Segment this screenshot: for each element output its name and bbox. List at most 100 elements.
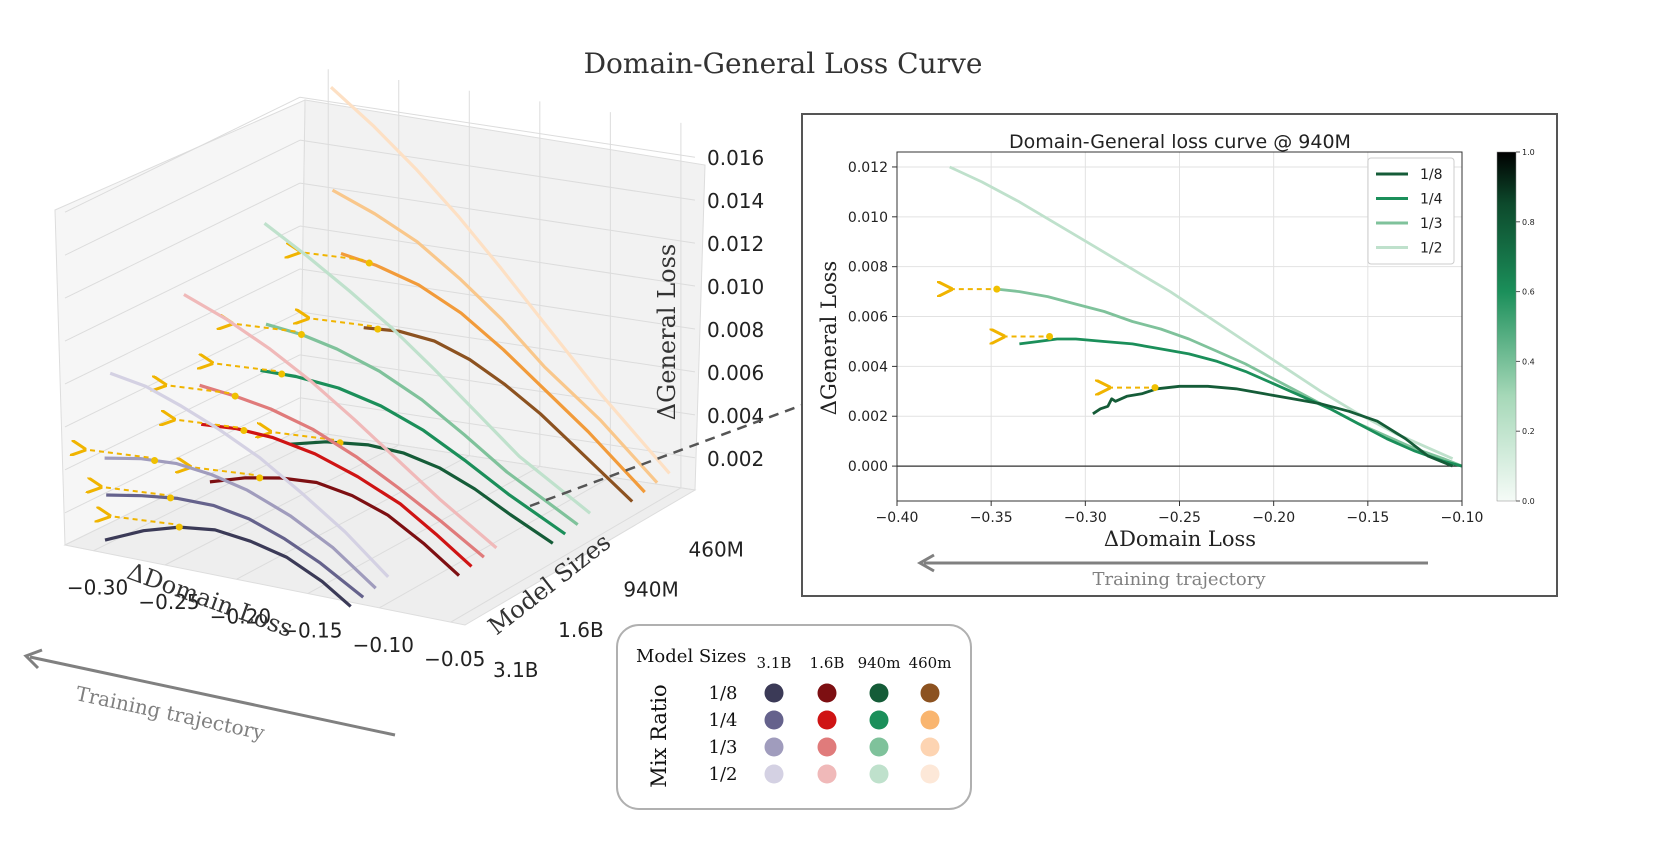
training-start-arrow	[270, 432, 335, 441]
legend-color-dot	[764, 764, 784, 784]
inset-x-tick-label: −0.30	[1064, 510, 1107, 526]
back-gridline-z	[299, 225, 696, 287]
colorbar-tick-label: 0.0	[1522, 497, 1535, 506]
left-gridline-z	[64, 225, 301, 342]
legend-color-dot	[869, 737, 889, 757]
inset-x-tick-label: −0.40	[876, 510, 919, 526]
left-gridline-z	[64, 96, 301, 213]
x-tick-label: −0.25	[138, 590, 199, 614]
inset-series	[949, 165, 1463, 468]
y-tick-label: 940M	[623, 578, 678, 602]
inset-x-tick-label: −0.25	[1158, 510, 1201, 526]
back-gridline-z	[299, 182, 696, 244]
back-gridline-z	[299, 397, 696, 459]
series-line-460M-1-3	[331, 188, 659, 484]
legend-mix-ratio-title: Mix Ratio	[647, 684, 671, 787]
left-gridline-z	[64, 397, 301, 514]
training-start-marker	[278, 370, 286, 378]
legend-row-label: 1/4	[709, 710, 738, 731]
z-tick-label: 0.010	[707, 275, 764, 299]
color-legend: Model Sizes Mix Ratio 3.1B 1.6B 940m 460m 1/…	[616, 624, 972, 810]
inset-series-line-1-2	[949, 165, 1454, 460]
training-start-marker	[166, 494, 174, 502]
inset-y-tick-label: 0.004	[848, 359, 888, 375]
inset-x-axis-label: ΔDomain Loss	[1104, 527, 1256, 551]
series-line-940M-1-2	[263, 222, 592, 515]
inset-x-tick-label: −0.20	[1252, 510, 1295, 526]
series-line-1.6B-1-8	[209, 476, 461, 577]
floor-gridline-x	[93, 433, 329, 552]
legend-column-label: 460m	[909, 654, 952, 672]
legend-color-dot	[817, 764, 837, 784]
inset-legend-label: 1/4	[1420, 192, 1443, 208]
inset-y-tick-label: 0.000	[848, 459, 888, 475]
inset-axes: −0.40 −0.35 −0.30 −0.25 −0.20 −0.15 −0.10 0.000…	[848, 151, 1484, 526]
legend-color-dot	[869, 764, 889, 784]
training-start-marker	[231, 392, 239, 400]
legend-color-dot	[764, 737, 784, 757]
legend-column-label: 940m	[858, 654, 901, 672]
legend-color-dot	[817, 683, 837, 703]
training-start-marker	[175, 523, 183, 531]
inset-x-tick-label: −0.10	[1441, 510, 1484, 526]
colorbar-tick-label: 0.8	[1522, 218, 1535, 227]
training-start-marker	[151, 456, 159, 464]
inset-training-label: Training trajectory	[1092, 569, 1266, 590]
x-tick-label: −0.10	[353, 633, 414, 657]
inset-training-start-marker	[1151, 384, 1159, 392]
inset-x-tick-label: −0.35	[970, 510, 1013, 526]
series-line-940M-1-4	[260, 368, 567, 536]
training-start-arrow	[212, 363, 276, 373]
legend-row-label: 1/2	[709, 764, 738, 785]
inset-series-line-1-4	[1019, 337, 1463, 468]
x-tick-label: −0.05	[424, 647, 485, 671]
series-line-3.1B-1-4	[106, 493, 365, 599]
legend-color-dot	[817, 710, 837, 730]
legend-row-label: 1/8	[709, 683, 738, 704]
colorbar-tick-label: 0.2	[1522, 427, 1535, 436]
z-tick-label: 0.008	[707, 318, 764, 342]
floor-gridline-x	[236, 455, 470, 580]
colorbar-ticks: 0.0 0.2 0.4 0.6 0.8 1.0	[1516, 148, 1535, 506]
colorbar-tick-label: 0.6	[1522, 288, 1535, 297]
y-tick-label: 3.1B	[493, 658, 539, 682]
y-tick-label: 1.6B	[558, 618, 604, 642]
zoom-connector	[529, 402, 806, 508]
series-line-1.6B-1-3	[199, 383, 485, 559]
training-start-arrow	[308, 318, 372, 328]
3d-z-axis-label: ΔGeneral Loss	[653, 244, 681, 420]
legend-color-dot	[764, 710, 784, 730]
3d-training-arrowhead	[23, 648, 43, 670]
back-gridline-z	[299, 96, 696, 158]
3d-training-label: Training trajectory	[74, 681, 268, 745]
training-start-arrow	[231, 323, 296, 333]
training-start-marker	[365, 259, 373, 267]
inset-y-tick-label: 0.002	[848, 409, 888, 425]
floor-gridline-x	[450, 487, 682, 623]
series-line-3.1B-1-8	[104, 525, 352, 608]
training-start-arrow	[165, 385, 230, 395]
legend-color-dot	[764, 683, 784, 703]
series-line-460M-1-8	[363, 326, 634, 503]
floor-gridline-x	[164, 444, 399, 566]
training-start-arrow	[100, 487, 165, 496]
training-start-arrow	[299, 252, 364, 262]
inset-training-start-marker	[1046, 332, 1054, 340]
inset-series-line-1-8	[1092, 384, 1454, 468]
series-line-3.1B-1-3	[104, 456, 377, 590]
inset-legend-label: 1/3	[1420, 216, 1443, 232]
legend-color-dot	[920, 737, 940, 757]
z-tick-label: 0.002	[707, 447, 764, 471]
legend-cells: 3.1B 1.6B 940m 460m 1/8 1/4 1/3 1/2	[709, 654, 952, 785]
back-gridline-z	[299, 268, 696, 330]
legend-color-dot	[920, 764, 940, 784]
colorbar	[1496, 151, 1517, 502]
training-start-arrow	[109, 516, 174, 526]
left-gridline-z	[64, 139, 301, 256]
z-tick-label: 0.016	[707, 146, 764, 170]
back-gridline-z	[299, 139, 696, 201]
x-tick-label: −0.20	[210, 604, 271, 628]
legend-column-label: 1.6B	[810, 654, 845, 672]
z-tick-label: 0.004	[707, 404, 764, 428]
inset-y-tick-label: 0.008	[848, 260, 888, 276]
